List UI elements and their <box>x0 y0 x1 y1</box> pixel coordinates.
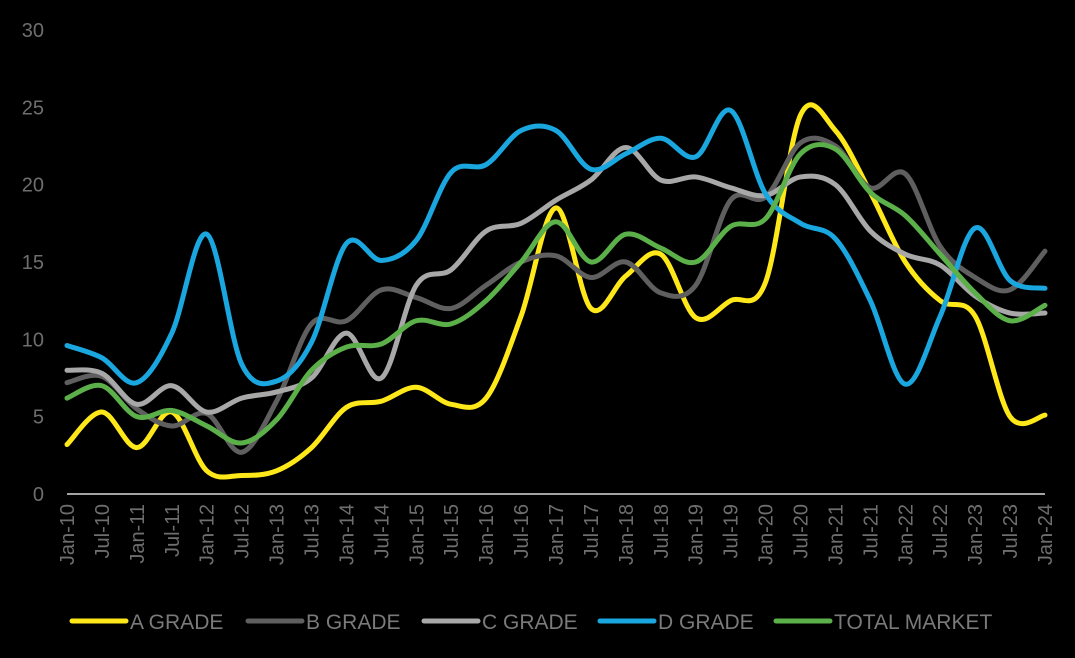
legend: A GRADE B GRADE C GRADE D GRADE TOTAL MARKET <box>69 611 992 634</box>
x-tick-label: Jul-22 <box>930 504 952 558</box>
x-tick-label: Jan-22 <box>895 504 917 565</box>
x-tick-label: Jan-20 <box>756 504 778 565</box>
legend-label-total-market: TOTAL MARKET <box>834 611 992 634</box>
series-line-d-grade <box>64 107 1048 387</box>
legend-label-c-grade: C GRADE <box>482 611 578 634</box>
legend-label-d-grade: D GRADE <box>658 611 754 634</box>
x-tick-label: Jul-20 <box>791 504 813 558</box>
x-tick-label: Jul-17 <box>581 504 603 558</box>
x-tick-label: Jul-21 <box>860 504 882 558</box>
legend-label-b-grade: B GRADE <box>306 611 401 634</box>
y-tick-label: 15 <box>22 252 44 274</box>
y-tick-label: 30 <box>22 20 44 42</box>
x-tick-label: Jan-17 <box>546 504 568 565</box>
x-tick-label: Jan-13 <box>267 504 289 565</box>
x-tick-label: Jan-16 <box>476 504 498 565</box>
x-tick-label: Jan-21 <box>825 504 847 565</box>
x-tick-label: Jul-10 <box>92 504 114 558</box>
y-tick-label: 0 <box>33 484 44 506</box>
series-lines <box>64 102 1048 480</box>
legend-label-a-grade: A GRADE <box>130 611 223 634</box>
x-tick-label: Jan-24 <box>1035 504 1057 565</box>
series-line-c-grade <box>64 145 1048 415</box>
x-tick-label: Jul-13 <box>302 504 324 558</box>
x-tick-label: Jan-14 <box>336 504 358 565</box>
x-tick-label: Jan-19 <box>686 504 708 565</box>
x-tick-label: Jan-18 <box>616 504 638 565</box>
y-tick-label: 5 <box>33 407 44 429</box>
x-tick-label: Jul-19 <box>721 504 743 558</box>
x-tick-label: Jan-15 <box>406 504 428 565</box>
x-tick-label: Jan-23 <box>965 504 987 565</box>
x-tick-label: Jul-23 <box>1000 504 1022 558</box>
x-tick-label: Jan-12 <box>197 504 219 565</box>
y-axis-ticks: 0 5 10 15 20 25 30 <box>22 20 44 506</box>
x-tick-label: Jul-11 <box>162 504 184 557</box>
y-tick-label: 10 <box>22 329 44 351</box>
series-line-b-grade <box>64 135 1048 455</box>
x-tick-label: Jul-15 <box>441 504 463 558</box>
y-tick-label: 25 <box>22 97 44 119</box>
x-tick-label: Jan-10 <box>57 504 79 565</box>
x-axis-ticks: Jan-10 Jul-10 Jan-11 Jul-11 Jan-12 Jul-12 Jan-… <box>57 504 1057 565</box>
x-tick-label: Jan-11 <box>127 504 149 564</box>
x-tick-label: Jul-14 <box>371 504 393 558</box>
y-tick-label: 20 <box>22 175 44 197</box>
x-tick-label: Jul-16 <box>511 504 533 558</box>
series-line-total-market <box>64 142 1048 446</box>
x-tick-label: Jul-18 <box>651 504 673 558</box>
x-tick-label: Jul-12 <box>232 504 254 558</box>
